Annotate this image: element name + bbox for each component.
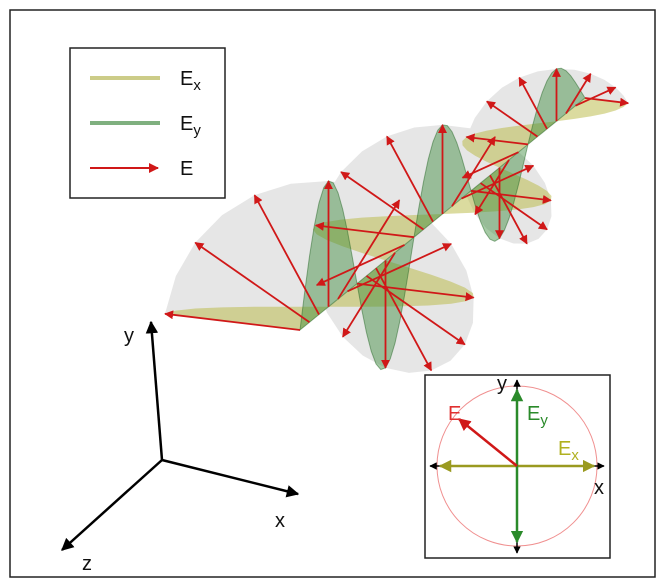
axis-label: z (82, 553, 92, 575)
y-axis (151, 322, 162, 460)
z-axis (62, 460, 162, 550)
helix (165, 68, 628, 373)
axis-label: y (124, 325, 134, 347)
inset-label: x (594, 477, 604, 499)
inset-label: E (448, 403, 461, 425)
diagram: Ex Ey E y x z y x E Ey Ex (0, 0, 666, 582)
x-axis (162, 460, 298, 494)
inset: y x E Ey Ex (425, 373, 610, 558)
legend-label: E (180, 158, 193, 180)
axis-label: x (275, 510, 285, 532)
legend: Ex Ey E (70, 48, 225, 198)
axes: y x z (62, 322, 298, 575)
page: Ex Ey E y x z y x E Ey Ex (() => { const… (0, 0, 666, 587)
inset-label: y (497, 373, 507, 395)
